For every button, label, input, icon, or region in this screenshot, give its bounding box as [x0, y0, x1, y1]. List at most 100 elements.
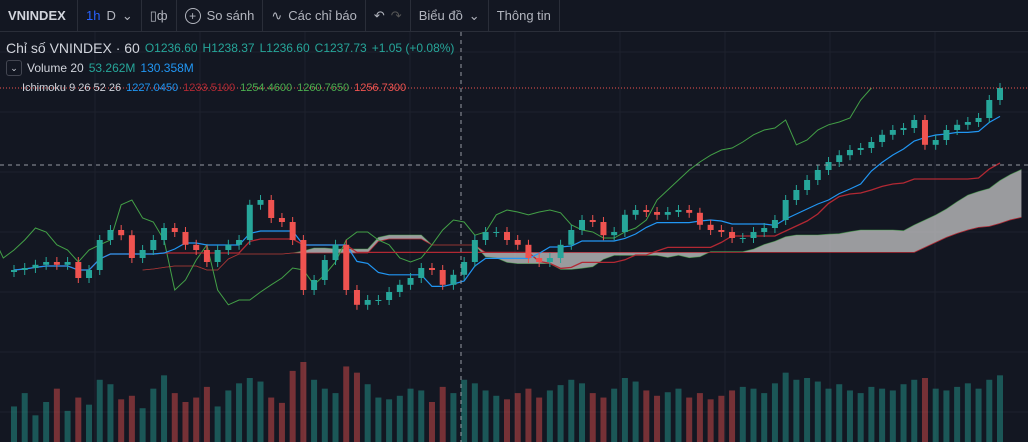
ichimoku-cloud [142, 169, 1022, 270]
chevron-down-icon[interactable]: ⌄ [121, 7, 133, 23]
undo-icon[interactable]: ↶ [373, 7, 385, 23]
volume-bar [193, 397, 200, 442]
candle [750, 232, 757, 238]
symbol-label: VNINDEX [8, 8, 66, 23]
volume-bar [514, 393, 521, 442]
volume-bar [107, 384, 114, 442]
indicators-label: Các chỉ báo [288, 8, 357, 23]
candle [214, 250, 221, 262]
candle [396, 284, 403, 292]
volume-bar [407, 388, 414, 442]
candle [246, 204, 253, 240]
volume-bar [632, 381, 639, 442]
volume-bar [75, 397, 82, 442]
volume-bar [782, 372, 789, 442]
volume-bar [686, 397, 693, 442]
plus-circle-icon: + [184, 7, 201, 24]
candle [64, 262, 71, 265]
volume-bar [836, 384, 843, 442]
price-chart[interactable] [0, 32, 1028, 442]
candle [418, 268, 425, 278]
candle [407, 278, 414, 285]
candle [761, 228, 768, 232]
candle [471, 240, 478, 262]
candle [364, 300, 371, 305]
volume-bar [311, 379, 318, 442]
candle [128, 235, 135, 258]
candle [900, 128, 907, 130]
volume-bar [761, 393, 768, 442]
volume-bar [257, 381, 264, 442]
ichimoku-lagging: 1254.4600 [240, 82, 293, 94]
candle [986, 100, 993, 118]
volume-bar [171, 393, 178, 442]
interval-d[interactable]: D [106, 8, 116, 23]
indicators-button[interactable]: ∿ Các chỉ báo [263, 0, 366, 32]
volume-bar [900, 384, 907, 442]
open-value: O1236.60 [144, 41, 198, 55]
candle [375, 300, 382, 301]
volume-ma-value: 130.358M [140, 61, 194, 75]
compare-button[interactable]: + So sánh [177, 0, 264, 32]
candle [857, 148, 864, 150]
volume-bar [343, 366, 350, 442]
candle [825, 162, 832, 170]
volume-bar [289, 370, 296, 442]
interval-1h[interactable]: 1h [86, 8, 101, 23]
candle [879, 134, 886, 142]
chart-menu-button[interactable]: Biểu đồ ⌄ [411, 0, 489, 32]
volume-bar [911, 379, 918, 442]
leading-span-b [142, 217, 1022, 271]
volume-bar [278, 402, 285, 442]
volume-bar [696, 393, 703, 442]
info-button[interactable]: Thông tin [489, 0, 560, 32]
candle [482, 232, 489, 240]
volume-bar [857, 393, 864, 442]
redo-icon[interactable]: ↷ [390, 7, 402, 23]
volume-bar [450, 393, 457, 442]
candle [696, 212, 703, 225]
change-value: +1.05 (+0.08%) [371, 41, 455, 55]
candle [182, 232, 189, 245]
volume-bar [139, 408, 146, 442]
volume-bar [997, 375, 1003, 442]
volume-bar [21, 393, 28, 442]
collapse-legend-button[interactable]: ⌄ [6, 60, 22, 76]
volume-bar [118, 399, 125, 442]
chevron-down-icon: ⌄ [468, 7, 480, 23]
symbol-button[interactable]: VNINDEX [0, 0, 78, 32]
volume-bar [750, 388, 757, 442]
candle [889, 130, 896, 135]
candle [225, 244, 232, 250]
candle [643, 210, 650, 212]
candle [568, 230, 575, 245]
chart-type-button[interactable]: ▯ф [142, 0, 177, 32]
candle [964, 122, 971, 125]
candle [793, 190, 800, 200]
volume-bar [643, 390, 650, 442]
volume-bar [128, 395, 135, 442]
volume-bar [664, 392, 671, 442]
info-label: Thông tin [496, 8, 551, 23]
volume-bar [32, 415, 39, 442]
volume-bar [268, 397, 275, 442]
volume-bar [986, 379, 993, 442]
volume-bar [621, 378, 628, 442]
volume-bar [868, 386, 875, 442]
candle [514, 240, 521, 245]
undo-redo-group: ↶ ↷ [366, 0, 411, 32]
volume-bar [525, 388, 532, 442]
volume-bar [579, 383, 586, 442]
volume-bar [96, 379, 103, 442]
candle [675, 210, 682, 212]
candle [300, 240, 307, 290]
candle [32, 264, 39, 268]
volume-bar [675, 388, 682, 442]
volume-bar [321, 388, 328, 442]
candle [664, 212, 671, 215]
candle [536, 258, 543, 262]
candle [654, 212, 661, 215]
candle [954, 124, 961, 130]
low-value: L1236.60 [259, 41, 310, 55]
volume-bar [161, 375, 168, 442]
